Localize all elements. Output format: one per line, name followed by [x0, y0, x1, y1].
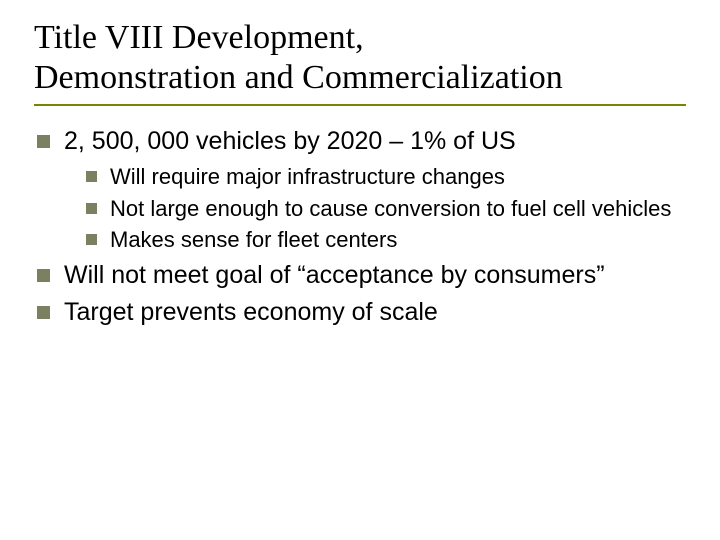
- bullet-item: Target prevents economy of scale: [34, 297, 686, 328]
- sub-bullet-item: Not large enough to cause conversion to …: [84, 195, 686, 223]
- title-line-1: Title VIII Development,: [34, 19, 364, 56]
- bullet-text: Target prevents economy of scale: [64, 298, 438, 326]
- slide-title: Title VIII Development, Demonstration an…: [34, 18, 686, 98]
- sub-bullet-item: Will require major infrastructure change…: [84, 163, 686, 191]
- sub-bullet-text: Not large enough to cause conversion to …: [110, 196, 671, 221]
- sub-bullet-item: Makes sense for fleet centers: [84, 226, 686, 254]
- bullet-item: 2, 500, 000 vehicles by 2020 – 1% of US …: [34, 126, 686, 254]
- sub-bullet-list: Will require major infrastructure change…: [64, 163, 686, 254]
- title-line-2: Demonstration and Commercialization: [34, 59, 563, 96]
- sub-bullet-text: Will require major infrastructure change…: [110, 164, 505, 189]
- bullet-text: 2, 500, 000 vehicles by 2020 – 1% of US: [64, 127, 516, 155]
- bullet-item: Will not meet goal of “acceptance by con…: [34, 260, 686, 291]
- bullet-list: 2, 500, 000 vehicles by 2020 – 1% of US …: [34, 126, 686, 328]
- sub-bullet-text: Makes sense for fleet centers: [110, 227, 397, 252]
- slide: Title VIII Development, Demonstration an…: [0, 0, 720, 540]
- bullet-text: Will not meet goal of “acceptance by con…: [64, 261, 605, 289]
- title-underline: [34, 104, 686, 106]
